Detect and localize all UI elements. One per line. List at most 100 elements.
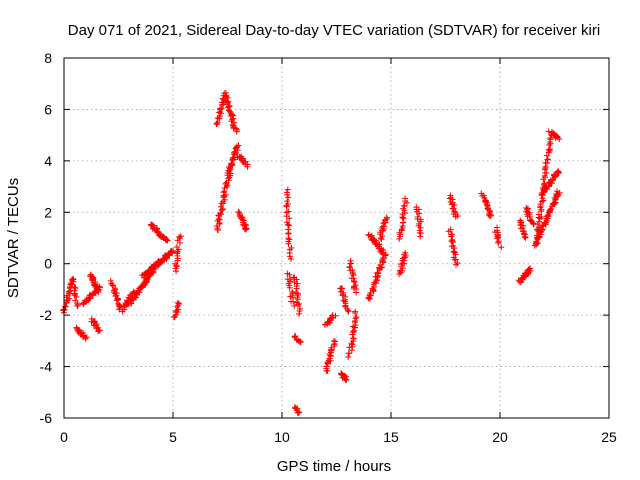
data-point xyxy=(286,271,293,278)
data-point xyxy=(332,312,339,319)
y-tick-label: -4 xyxy=(40,359,53,375)
data-point xyxy=(296,307,303,314)
y-tick-label: -6 xyxy=(40,410,53,426)
data-point xyxy=(454,213,461,220)
data-point xyxy=(296,409,303,416)
data-point xyxy=(495,234,502,241)
data-point xyxy=(95,289,102,296)
data-point xyxy=(114,296,121,303)
data-point xyxy=(172,260,179,267)
data-point xyxy=(399,211,406,218)
data-point xyxy=(543,160,550,167)
data-point xyxy=(286,215,293,222)
data-points xyxy=(60,89,563,416)
data-point xyxy=(545,146,552,153)
data-point xyxy=(401,210,408,217)
x-tick-label: 10 xyxy=(274,429,290,445)
data-point xyxy=(175,300,182,307)
data-point xyxy=(353,289,360,296)
x-tick-label: 5 xyxy=(169,429,177,445)
data-point xyxy=(338,371,345,378)
x-axis-label: GPS time / hours xyxy=(277,458,391,475)
data-point xyxy=(350,278,357,285)
data-point xyxy=(487,212,494,219)
y-tick-label: 4 xyxy=(44,153,52,169)
x-tick-label: 0 xyxy=(60,429,68,445)
data-point xyxy=(284,198,291,205)
data-point xyxy=(550,200,557,207)
data-point xyxy=(62,303,69,310)
data-point xyxy=(343,376,350,383)
data-point xyxy=(349,323,356,330)
data-point xyxy=(173,262,180,269)
data-point xyxy=(296,310,303,317)
data-point xyxy=(352,315,359,322)
data-point xyxy=(323,363,330,370)
data-point xyxy=(414,216,421,223)
data-point xyxy=(482,198,489,205)
data-point xyxy=(451,202,458,209)
data-point xyxy=(384,215,391,222)
data-point xyxy=(346,264,353,271)
data-point xyxy=(350,335,357,342)
data-point xyxy=(224,104,231,111)
data-point xyxy=(294,280,301,287)
data-point xyxy=(350,327,357,334)
data-point xyxy=(549,177,556,184)
data-point xyxy=(346,344,353,351)
data-point xyxy=(284,191,291,198)
data-point xyxy=(228,160,235,167)
data-point xyxy=(287,293,294,300)
data-point xyxy=(297,338,304,345)
data-point xyxy=(521,233,528,240)
data-point xyxy=(233,125,240,132)
data-point xyxy=(70,278,77,285)
data-point xyxy=(453,261,460,268)
data-point xyxy=(222,180,229,187)
data-point xyxy=(352,322,359,329)
y-tick-label: 6 xyxy=(44,101,52,117)
data-point xyxy=(285,194,292,201)
data-point xyxy=(65,288,72,295)
data-point xyxy=(332,338,339,345)
y-axis-label: SDTVAR / TECUs xyxy=(5,178,22,298)
data-point xyxy=(527,265,534,272)
data-point xyxy=(173,244,180,251)
data-point xyxy=(235,142,242,149)
data-point xyxy=(83,334,90,341)
data-point xyxy=(518,279,525,286)
data-point xyxy=(217,210,224,217)
data-point xyxy=(450,248,457,255)
data-point xyxy=(545,128,552,135)
data-point xyxy=(96,327,103,334)
data-point xyxy=(330,337,337,344)
data-point xyxy=(352,317,359,324)
data-point xyxy=(174,304,181,311)
data-point xyxy=(285,222,292,229)
data-point xyxy=(400,205,407,212)
data-point xyxy=(294,296,301,303)
data-point xyxy=(160,255,167,262)
data-point xyxy=(556,189,563,196)
data-point xyxy=(446,195,453,202)
data-point xyxy=(448,238,455,245)
data-point xyxy=(80,332,87,339)
data-point xyxy=(345,308,352,315)
data-point xyxy=(345,353,352,360)
data-point xyxy=(382,252,389,259)
data-point xyxy=(543,152,550,159)
data-point xyxy=(162,251,169,258)
chart-title: Day 071 of 2021, Sidereal Day-to-day VTE… xyxy=(68,22,600,39)
data-point xyxy=(344,307,351,314)
x-tick-label: 20 xyxy=(492,429,508,445)
data-point xyxy=(288,256,295,263)
y-tick-label: 0 xyxy=(44,256,52,272)
data-point xyxy=(216,109,223,116)
data-point xyxy=(174,299,181,306)
data-point xyxy=(417,233,424,240)
data-point xyxy=(109,281,116,288)
data-point xyxy=(284,186,291,193)
data-point xyxy=(352,308,359,315)
data-point xyxy=(177,233,184,240)
